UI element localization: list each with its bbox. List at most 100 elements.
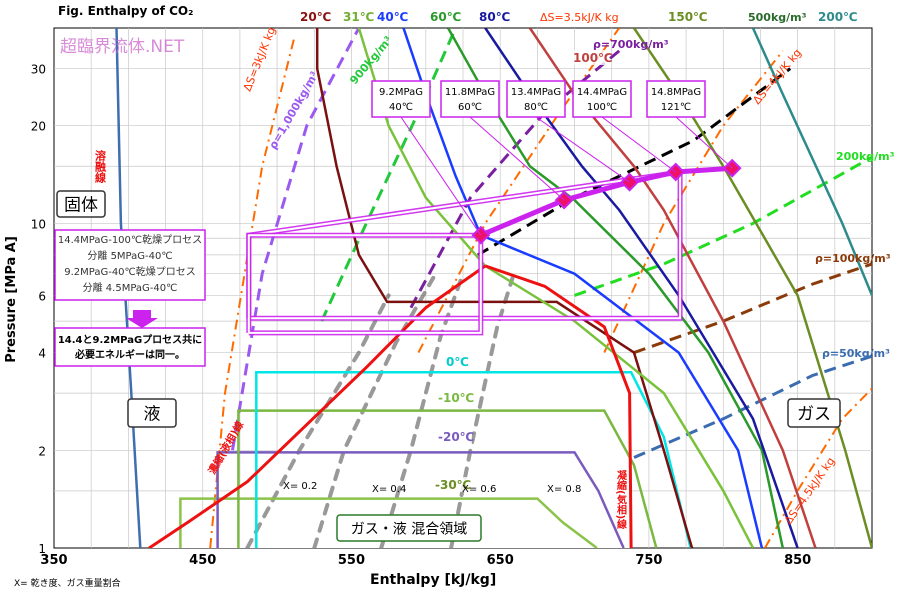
process-legend-title: 14.4MPaG-100℃乾燥プロセス xyxy=(58,233,202,246)
x-tick-label: 350 xyxy=(40,553,67,568)
quality-label: X= 0.2 xyxy=(283,481,317,492)
isotherm-label: 60℃ xyxy=(430,10,461,24)
point-label-temperature: 80℃ xyxy=(524,102,548,113)
point-label-box xyxy=(371,80,431,118)
isochore-label: ρ=700kg/m³ xyxy=(593,38,669,51)
y-axis-label: Pressure [MPa A] xyxy=(3,236,19,363)
figure-title: Fig. Enthalpy of CO₂ xyxy=(58,4,194,18)
point-label-pressure: 14.8MPaG xyxy=(651,87,701,98)
region-gas-label-box xyxy=(787,398,841,428)
isotherm-line xyxy=(357,28,755,548)
isentrope-line xyxy=(603,50,784,354)
isochore-line xyxy=(477,67,792,257)
region-gas-label: ガス xyxy=(797,405,831,425)
process-legend-box xyxy=(54,229,206,301)
point-label-box xyxy=(572,80,632,118)
energy-note-line1: 14.4と9.2MPaGプロセス共に xyxy=(58,333,202,346)
point-label-pressure: 13.4MPaG xyxy=(511,87,561,98)
point-label-leader xyxy=(601,116,676,173)
x-tick-label: 850 xyxy=(784,553,811,568)
isotherm-label-bg xyxy=(341,9,368,24)
region-solid-label: 固体 xyxy=(64,196,98,216)
x-tick-label: 550 xyxy=(338,553,365,568)
isotherm-label: -10℃ xyxy=(438,391,474,405)
point-label-pressure: 11.8MPaG xyxy=(445,87,495,98)
isotherm-label-bg xyxy=(375,9,402,24)
point-label-pressure: 9.2MPaG xyxy=(379,87,423,98)
isotherm-label-bg xyxy=(666,9,702,24)
isotherm-line xyxy=(237,409,658,548)
isotherm-line xyxy=(402,28,764,548)
quality-line xyxy=(379,271,465,548)
x-tick-label: 450 xyxy=(189,553,216,568)
isochore-line xyxy=(320,28,457,322)
x-tick-label: 750 xyxy=(635,553,662,568)
y-tick-label: 4 xyxy=(38,347,46,361)
saturation-liquid-line xyxy=(148,264,487,548)
quality-line xyxy=(312,275,436,548)
isotherm-label-bg xyxy=(816,9,852,24)
isotherm-label-bg xyxy=(477,9,504,24)
quality-label: X= 0.4 xyxy=(372,484,406,495)
mixed-region-label: ガス・液 混合領域 xyxy=(351,520,467,537)
isotherm-line xyxy=(179,497,598,548)
isotherm-label-bg xyxy=(571,50,607,65)
region-liquid-label: 液 xyxy=(144,405,161,425)
region-liquid-label-box xyxy=(127,398,177,428)
isotherm-label: 80℃ xyxy=(479,10,510,24)
isotherm-line xyxy=(216,451,625,548)
y-tick-label: 1 xyxy=(38,542,46,556)
isochore-line xyxy=(574,155,872,297)
point-label-leader xyxy=(469,116,565,201)
process-legend-title: 9.2MPaG-40℃乾燥プロセス xyxy=(64,265,196,278)
isentrope-label: ΔS=3.5kJ/K kg xyxy=(540,11,619,24)
isotherm-label: 0℃ xyxy=(446,355,469,369)
point-label-temperature: 60℃ xyxy=(458,102,482,113)
mixed-region xyxy=(149,265,632,548)
point-label-temperature: 40℃ xyxy=(389,102,413,113)
x-tick-label: 650 xyxy=(487,553,514,568)
isotherm-label: 31℃ xyxy=(343,10,374,24)
y-tick-label: 20 xyxy=(31,120,46,134)
region-solid-label-box xyxy=(56,190,106,218)
point-label-pressure: 14.4MPaG xyxy=(577,87,627,98)
isotherm-label: -20℃ xyxy=(438,430,474,444)
quality-label: X= 0.6 xyxy=(462,484,496,495)
point-label-leader xyxy=(535,116,630,183)
point-label-leader xyxy=(400,116,482,236)
isotherm-label-bg xyxy=(436,390,472,405)
y-tick-label: 30 xyxy=(31,63,46,77)
isotherm-line xyxy=(255,370,692,548)
point-label-temperature: 121℃ xyxy=(661,102,691,113)
isochore-line xyxy=(633,354,872,459)
isochore-label: 500kg/m³ xyxy=(748,11,807,24)
isotherm-label: 200℃ xyxy=(818,10,858,24)
melting-line-label: 溶融線 xyxy=(94,149,107,184)
isotherm-label: 40℃ xyxy=(377,10,408,24)
quality-label: X= 0.8 xyxy=(547,484,581,495)
y-tick-label: 10 xyxy=(31,217,46,231)
isotherm-label-bg xyxy=(444,354,462,369)
isentrope-line xyxy=(209,34,296,548)
isochore-label: ρ=50kg/m³ xyxy=(822,347,890,360)
melting-line xyxy=(115,28,142,548)
isotherm-line xyxy=(315,28,694,548)
isotherm-label-bg xyxy=(436,429,472,444)
isotherm-label: 150℃ xyxy=(668,10,708,24)
down-arrow-icon xyxy=(126,310,158,328)
isotherm-label-bg xyxy=(298,9,325,24)
process-legend-sub: 分離 4.5MPaG-40℃ xyxy=(83,281,178,294)
isotherm-label: -30℃ xyxy=(435,478,471,492)
isochore-line xyxy=(633,262,872,355)
isochore-line xyxy=(231,28,361,451)
process-legend-sub: 分離 5MPaG-40℃ xyxy=(87,249,172,262)
energy-note-box xyxy=(54,327,206,367)
point-label-box xyxy=(506,80,566,118)
isotherm-label: 100℃ xyxy=(573,51,613,65)
isotherm-label-bg xyxy=(428,9,455,24)
watermark: 超臨界流体.NET xyxy=(60,37,185,57)
isotherm-line xyxy=(751,28,872,296)
isochore-label: ρ=100kg/m³ xyxy=(815,252,891,265)
energy-note-line2: 必要エネルギーは同一。 xyxy=(74,348,185,361)
